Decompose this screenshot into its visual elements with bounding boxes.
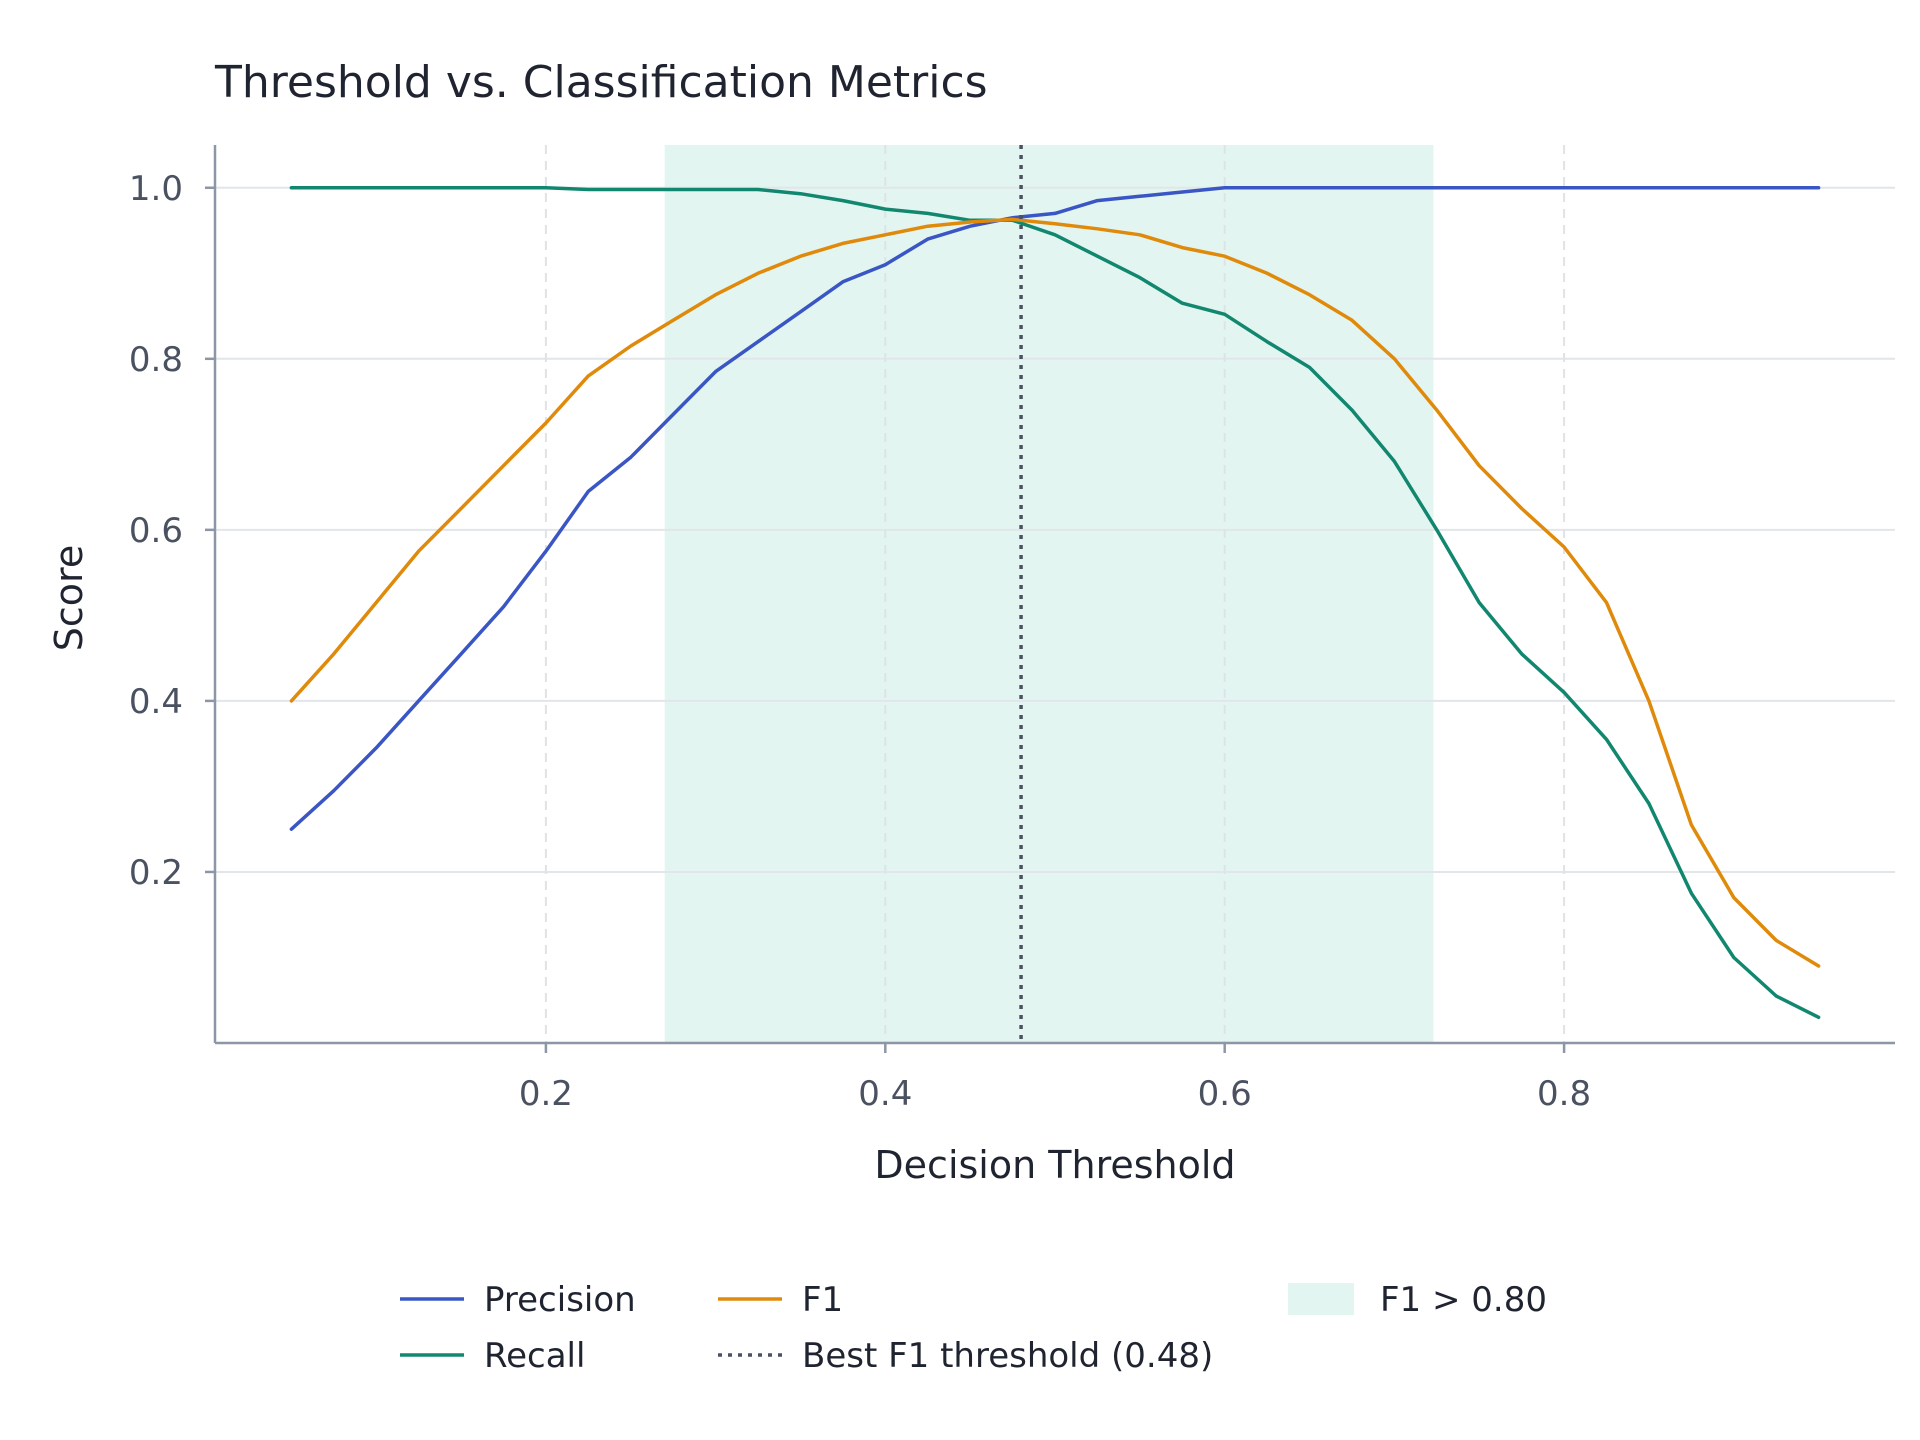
x-tick-label: 0.6 bbox=[1198, 1074, 1252, 1114]
chart-title: Threshold vs. Classification Metrics bbox=[214, 57, 988, 108]
y-tick-label: 0.2 bbox=[129, 853, 183, 893]
legend-label: Best F1 threshold (0.48) bbox=[802, 1336, 1213, 1376]
series-line-f1 bbox=[289, 217, 1821, 968]
legend-label: Precision bbox=[484, 1280, 636, 1320]
plot-background bbox=[664, 145, 1434, 1043]
axes bbox=[205, 145, 1895, 1053]
shaded-region-f1-above-080 bbox=[664, 145, 1434, 1043]
y-tick-label: 0.8 bbox=[129, 340, 183, 380]
legend-label: F1 > 0.80 bbox=[1380, 1280, 1547, 1320]
y-tick-label: 0.4 bbox=[129, 682, 183, 722]
tick-labels: 0.2 0.4 0.6 0.8 1.0 0.2 0.4 0.6 0.8 bbox=[129, 169, 1591, 1114]
y-axis-title: Score bbox=[47, 545, 91, 651]
x-tick-label: 0.2 bbox=[519, 1074, 573, 1114]
legend-label: Recall bbox=[484, 1336, 585, 1376]
x-axis-title: Decision Threshold bbox=[874, 1143, 1235, 1187]
series-line-recall bbox=[289, 186, 1821, 1020]
x-tick-label: 0.4 bbox=[858, 1074, 912, 1114]
y-tick-label: 0.6 bbox=[129, 511, 183, 551]
series-layer bbox=[289, 145, 1821, 1043]
series-line-precision bbox=[289, 186, 1821, 831]
legend-patch-2 bbox=[1288, 1283, 1354, 1315]
legend-label: F1 bbox=[802, 1280, 843, 1320]
x-tick-label: 0.8 bbox=[1537, 1074, 1591, 1114]
y-tick-label: 1.0 bbox=[129, 169, 183, 209]
legend: Precision F1 F1 > 0.80 Recall Best F1 thresh… bbox=[400, 1280, 1547, 1376]
